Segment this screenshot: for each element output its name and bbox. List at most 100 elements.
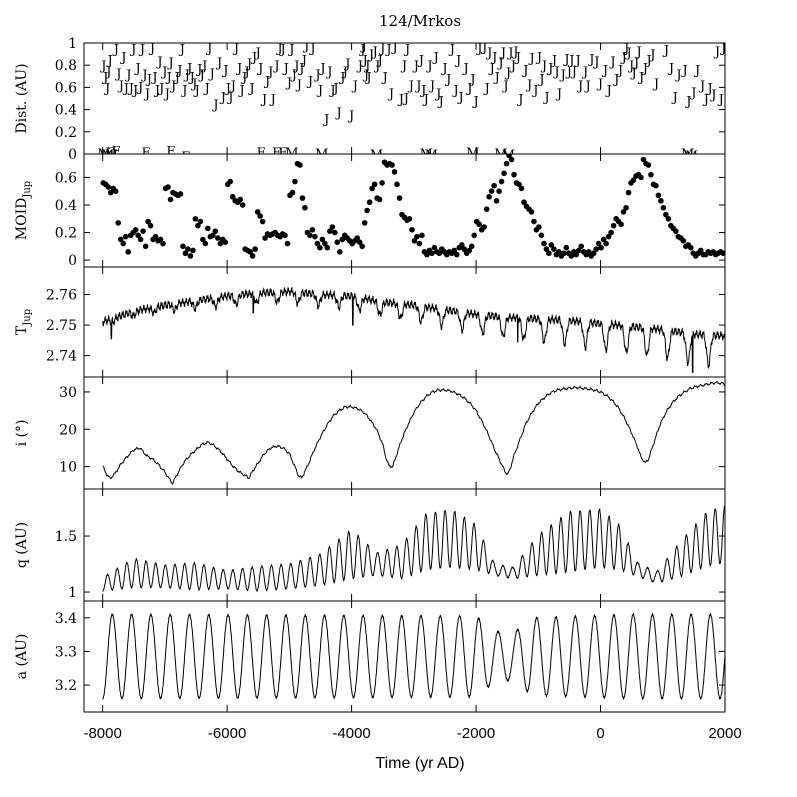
encounter-marker-jupiter: J — [468, 73, 475, 88]
moid-point — [389, 162, 395, 168]
moid-point — [339, 236, 346, 243]
moid-point — [292, 178, 298, 185]
moid-point — [573, 251, 580, 258]
encounter-marker-jupiter: J — [674, 68, 681, 83]
encounter-marker-jupiter: J — [112, 43, 119, 58]
encounter-marker-jupiter: J — [499, 46, 506, 61]
encounter-marker-jupiter: J — [306, 75, 313, 90]
moid-point — [663, 211, 669, 218]
moid-point — [125, 249, 131, 255]
encounter-marker-jupiter: J — [136, 80, 143, 95]
y-tick-label: 0.4 — [55, 198, 77, 214]
y-tick-label: 0 — [68, 253, 77, 269]
series-line-a — [102, 612, 725, 701]
encounter-marker-jupiter: J — [465, 81, 472, 96]
encounter-marker-jupiter: J — [462, 61, 469, 76]
moid-point — [603, 240, 609, 247]
encounter-marker-jupiter: J — [434, 87, 441, 102]
encounter-marker-jupiter: J — [185, 61, 192, 76]
encounter-marker-jupiter: J — [282, 61, 289, 76]
encounter-marker-jupiter: J — [417, 54, 424, 69]
encounter-marker-jupiter: J — [550, 54, 557, 69]
encounter-marker-jupiter: J — [381, 70, 388, 85]
encounter-marker-jupiter: J — [232, 41, 239, 56]
encounter-marker-jupiter: J — [632, 56, 639, 71]
encounter-marker-jupiter: J — [103, 81, 110, 96]
moid-point — [483, 206, 490, 212]
encounter-marker-jupiter: J — [601, 64, 608, 79]
moid-point — [299, 195, 306, 201]
moid-point — [284, 240, 291, 247]
moid-point — [521, 199, 527, 206]
encounter-marker-jupiter: J — [316, 84, 323, 99]
encounter-marker-jupiter: J — [140, 68, 147, 83]
encounter-marker-jupiter: J — [155, 55, 162, 70]
moid-point — [192, 215, 199, 222]
encounter-marker-jupiter: J — [203, 81, 210, 96]
moid-point — [369, 185, 375, 192]
panel-content-a — [102, 612, 725, 701]
encounter-marker-earth: E — [112, 145, 122, 160]
encounter-marker-jupiter: J — [490, 50, 497, 65]
encounter-marker-jupiter: J — [693, 64, 700, 79]
encounter-marker-jupiter: J — [117, 79, 124, 94]
x-tick-label: -6000 — [208, 725, 246, 742]
encounter-marker-jupiter: J — [506, 46, 513, 61]
encounter-marker-jupiter: J — [275, 41, 282, 56]
encounter-marker-jupiter: J — [425, 59, 432, 74]
moid-point — [548, 242, 555, 248]
encounter-marker-jupiter: J — [240, 70, 247, 85]
encounter-marker-jupiter: J — [219, 90, 226, 105]
moid-point — [167, 196, 174, 203]
encounter-marker-jupiter: J — [454, 54, 461, 69]
encounter-marker-jupiter: J — [148, 41, 155, 56]
encounter-marker-jupiter: J — [295, 78, 302, 93]
moid-point — [165, 184, 171, 190]
encounter-marker-jupiter: J — [559, 68, 566, 83]
moid-point — [518, 185, 525, 192]
encounter-marker-jupiter: J — [667, 61, 674, 76]
moid-point — [195, 222, 201, 229]
encounter-marker-jupiter: J — [635, 45, 642, 60]
encounter-marker-jupiter: J — [163, 87, 170, 102]
moid-point — [498, 178, 505, 185]
moid-point — [324, 244, 331, 251]
encounter-marker-earth: E — [272, 146, 282, 161]
moid-point — [575, 247, 582, 254]
encounter-marker-jupiter: J — [297, 61, 304, 76]
encounter-marker-jupiter: J — [437, 95, 444, 110]
moid-point — [697, 247, 704, 254]
moid-point — [429, 250, 435, 257]
encounter-marker-jupiter: J — [167, 56, 174, 71]
moid-point — [322, 240, 328, 247]
moid-point — [409, 226, 415, 233]
moid-point — [458, 242, 465, 248]
encounter-marker-jupiter: J — [260, 93, 267, 108]
y-tick-label: 10 — [59, 460, 77, 476]
encounter-marker-jupiter: J — [99, 59, 106, 74]
encounter-marker-jupiter: J — [183, 68, 190, 83]
moid-point — [120, 240, 127, 247]
y-tick-label: 0.2 — [55, 226, 77, 242]
moid-point — [185, 246, 191, 252]
moid-point — [364, 207, 370, 214]
encounter-marker-jupiter: J — [444, 73, 451, 88]
encounter-marker-jupiter: J — [504, 66, 511, 81]
encounter-marker-jupiter: J — [173, 70, 180, 85]
encounter-marker-jupiter: J — [169, 79, 176, 94]
encounter-marker-jupiter: J — [698, 79, 705, 94]
encounter-marker-jupiter: J — [127, 81, 134, 96]
encounter-marker-jupiter: J — [414, 79, 421, 94]
encounter-marker-jupiter: J — [175, 64, 182, 79]
encounter-marker-jupiter: J — [719, 41, 726, 56]
moid-point — [132, 226, 139, 233]
encounter-marker-jupiter: J — [709, 88, 716, 103]
encounter-marker-jupiter: J — [245, 57, 252, 72]
encounter-marker-jupiter: J — [235, 61, 242, 76]
panel-tjup: 2.74 2.75 2.76 TJup — [14, 266, 726, 378]
encounter-marker-jupiter: J — [402, 91, 409, 106]
moid-point — [720, 250, 725, 257]
encounter-marker-mars: M — [494, 147, 507, 162]
